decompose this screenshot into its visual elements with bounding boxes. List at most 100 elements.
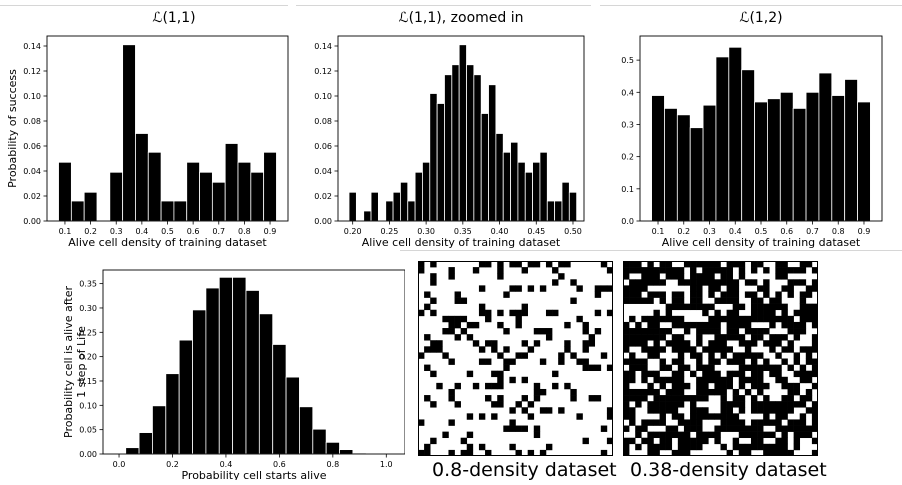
dataset-grid-1-cell [582,346,589,353]
dataset-grid-1-cell [606,364,614,371]
dataset-grid-2-cell [641,388,648,396]
dataset-grid-2-cell [763,395,770,402]
dataset-grid-1-cell [527,285,535,292]
dataset-grid-1-cell [515,449,522,457]
dataset-grid-2-cell [677,334,685,341]
dataset-grid-2-cell [811,303,819,311]
dataset-grid-1-cell [576,413,583,420]
dataset-grid-2-cell [787,395,794,402]
chart-4-y-tick-label: 0.05 [79,426,97,435]
dataset-grid-1-cell [582,358,589,365]
dataset-grid-2-cell [702,407,709,414]
dataset-grid-1 [418,261,614,460]
dataset-grid-2-cell [677,449,685,457]
dataset-grid-2-cell [696,328,703,335]
dataset-grid-1-cell [564,346,571,353]
dataset-grid-2-cell [665,328,673,335]
dataset-grid-2-cell [702,388,709,396]
dataset-grid-2-cell [708,321,715,329]
dataset-grid-2-cell [757,425,764,432]
dataset-grid-2-cell [720,388,727,396]
dataset-grid-2-cell [653,431,660,439]
dataset-grid-1-cell [497,395,504,402]
dataset-grid-2-cell [702,267,709,274]
dataset-grid-2-cell [671,273,679,280]
dataset-grid-1-cell [485,340,492,347]
dataset-grid-2-cell [641,346,648,353]
dataset-grid-2-cell [799,431,807,439]
dataset-grid-2-cell [641,279,648,286]
dataset-grid-2-cell [763,382,770,390]
dataset-grid-2-cell [750,425,758,432]
dataset-grid-2-svg [623,261,819,457]
dataset-grid-2-cell [744,279,752,286]
dataset-grid-2-cell [732,285,740,292]
dataset-grid-2-cell [635,334,642,341]
dataset-grid-2-cell [775,370,782,378]
dataset-grid-1-cell [576,285,583,292]
chart-4-bar [218,276,234,455]
dataset-grid-1-cell [521,267,528,274]
dataset-grid-2-cell [720,395,727,402]
dataset-grid-1-cell [564,340,571,347]
dataset-grid-2-cell [641,364,648,371]
chart-1-bar [83,191,98,222]
chart-1-bar [58,161,72,222]
dataset-grid-2-cell [787,382,794,390]
dataset-grid-2-cell [811,346,819,353]
chart-panel-2: 0.20 0.25 0.30 0.35 0.40 0.45 0.50 0.00 0.02 0.04… [295,0,595,254]
chart-3-bar [818,72,833,222]
dataset-grid-1-cell [472,321,480,329]
dataset-grid-1-cell [521,309,528,317]
dataset-grid-2-cell [793,382,801,390]
dataset-grid-2-cell [744,321,752,329]
dataset-grid-2-cell [799,364,807,371]
dataset-grid-2-cell [690,413,697,420]
dataset-grid-2-cell [775,315,782,323]
chart-2-bar [407,200,416,222]
dataset-grid-1-cell [533,340,541,347]
dataset-grid-1-cell [478,309,486,317]
dataset-grid-1-cell [582,328,589,335]
dataset-grid-2-cell [726,315,733,323]
dataset-grid-2-cell [671,449,679,457]
chart-1-y-tick-label: 0.06 [23,142,41,151]
dataset-grid-2-cell [781,425,788,432]
chart-panel-1: 0.1 0.2 0.3 0.4 0.5 0.6 0.7 0.8 0.9 0.00 0.02 0.04 0… [0,0,300,254]
chart-3-bar [676,114,691,222]
dataset-grid-1-cell [478,413,486,420]
dataset-grid-2-cell [671,431,679,439]
dataset-grid-1-cell [582,321,589,329]
chart-1-bar [199,171,213,222]
dataset-grid-2-cell [647,267,654,274]
dataset-grid-1-cell [509,425,516,432]
dataset-grid-2-cell [629,315,636,323]
dataset-grid-2-cell [744,291,752,298]
dataset-grid-2-cell [750,328,758,335]
chart-2-bar [546,200,556,222]
dataset-grid-2-cell [677,297,685,304]
dataset-grid-2-cell [659,437,666,445]
dataset-grid-2-cell [781,261,788,268]
dataset-grid-2-cell [677,358,685,365]
chart-4-bar [272,344,287,455]
dataset-grid-2-cell [677,352,685,359]
chart-2-bar [510,141,519,222]
chart-3-bar [767,98,781,222]
dataset-grid-2-cell [744,425,752,432]
dataset-grid-1-cell [491,340,498,347]
dataset-grid-2-cell [805,309,813,317]
dataset-grid-2-cell [690,285,697,292]
dataset-grid-2-cell [757,352,764,359]
dataset-grid-2-cell [696,291,703,298]
dataset-grid-2-cell [799,315,807,323]
dataset-grid-2-cell [629,334,636,341]
dataset-grid-2-cell [665,303,673,311]
dataset-grid-2-cell [635,431,642,439]
chart-4-svg: 0.0 0.2 0.4 0.6 0.8 1.0 0.00 0.05 0.10 0.15 0.20 0.… [62,269,406,482]
dataset-grid-2-cell [714,425,721,432]
dataset-grid-2-cell [677,413,685,420]
chart-4-bar [285,376,300,455]
dataset-grid-2-cell [623,321,630,329]
dataset-grid-2-cell [750,303,758,311]
